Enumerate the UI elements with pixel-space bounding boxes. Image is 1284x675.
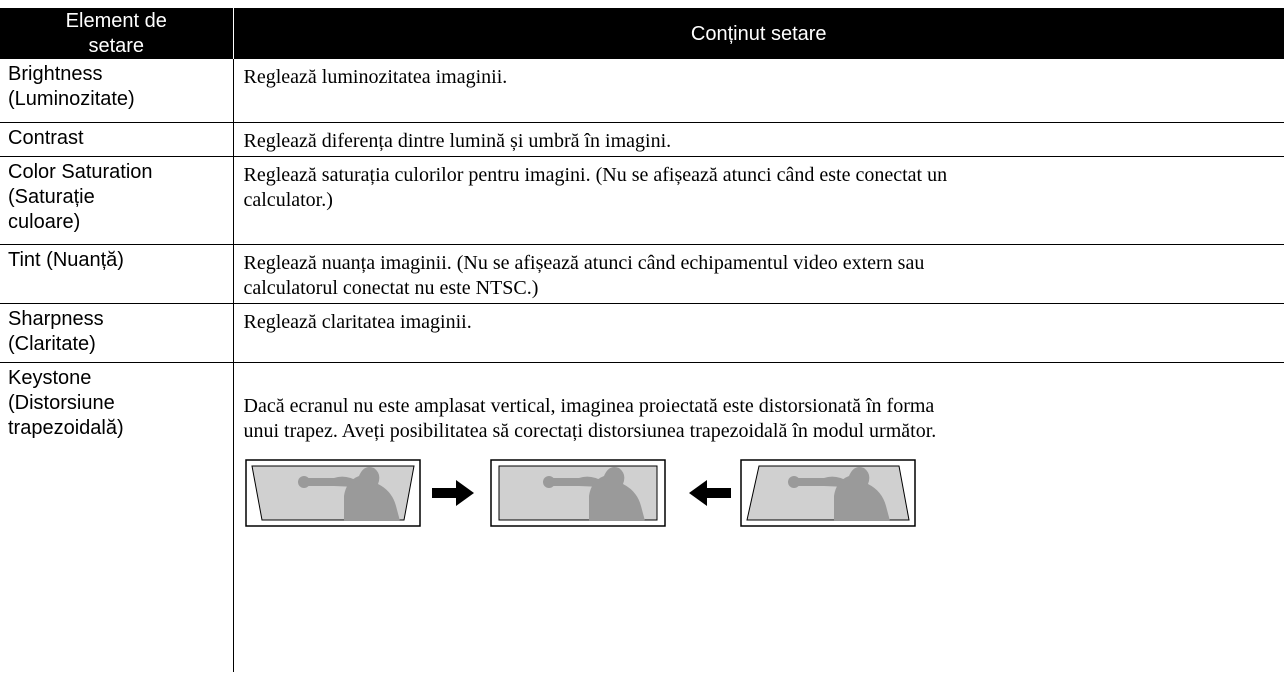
setting-name: Contrast (0, 122, 234, 157)
row: Color Saturation (Saturație culoare) Regl… (0, 156, 1284, 245)
image-before (244, 458, 421, 527)
setting-desc: Reglează saturația culorilor pentru imag… (233, 156, 1284, 245)
setting-desc: Dacă ecranul nu este amplasat vertical, … (243, 394, 937, 442)
row: Tint (Nuanță) Reglează nuanța imaginii. (… (0, 244, 1284, 304)
arrow (431, 479, 474, 506)
setting-desc: Reglează nuanța imaginii. (Nu se afișeaz… (233, 244, 1284, 304)
arrow (688, 479, 731, 506)
keystone-illustration (244, 458, 916, 527)
setting-desc-cell: Dacă ecranul nu este amplasat vertical, … (233, 362, 1284, 672)
header-cell: Element de setare (0, 8, 234, 59)
image-before (739, 458, 916, 527)
setting-desc: Reglează claritatea imaginii. (233, 303, 1284, 363)
row: Contrast Reglează diferența dintre lumină… (0, 122, 1284, 157)
row: Brightness (Luminozitate) Reglează lumino… (0, 59, 1284, 123)
setting-desc: Reglează luminozitatea imaginii. (233, 59, 1284, 123)
header-cell: Conținut setare (233, 8, 1284, 59)
setting-name: Brightness (Luminozitate) (0, 59, 234, 123)
setting-desc: Reglează diferența dintre lumină și umbr… (233, 122, 1284, 157)
row: Keystone (Distorsiune trapezoidală) Dacă… (0, 362, 1284, 672)
setting-name: Sharpness (Claritate) (0, 303, 234, 363)
setting-name: Color Saturation (Saturație culoare) (0, 156, 234, 245)
header-row: Element de setare Conținut setare (0, 8, 1284, 59)
setting-name: Tint (Nuanță) (0, 244, 234, 304)
image-corrected (489, 458, 666, 527)
row: Sharpness (Claritate) Reglează claritatea… (0, 303, 1284, 363)
settings-table: Element de setare Conținut setare Bright… (0, 8, 1284, 672)
setting-name: Keystone (Distorsiune trapezoidală) (0, 362, 234, 672)
